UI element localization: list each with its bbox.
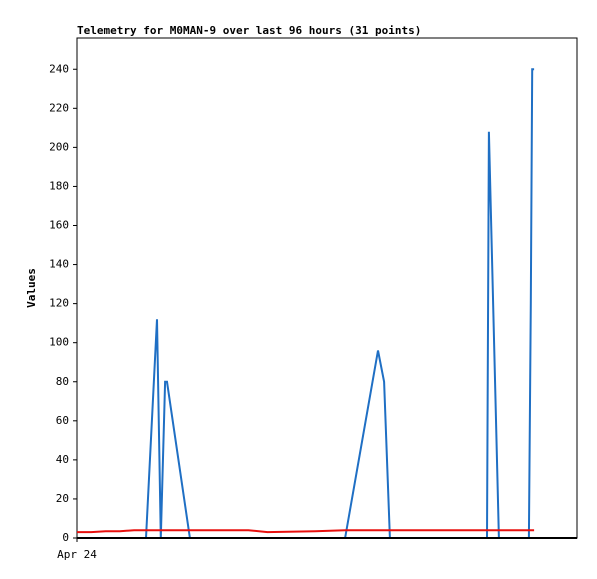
y-tick-label: 60 (56, 414, 69, 427)
y-tick-label: 40 (56, 453, 69, 466)
y-tick-label: 0 (62, 531, 69, 544)
y-tick-label: 120 (49, 297, 69, 310)
y-tick-label: 100 (49, 336, 69, 349)
y-tick-label: 240 (49, 62, 69, 75)
y-tick-label: 160 (49, 219, 69, 232)
y-tick-label: 80 (56, 375, 69, 388)
y-tick-label: 140 (49, 258, 69, 271)
x-tick-label: Apr 24 (57, 548, 97, 561)
y-tick-label: 220 (49, 101, 69, 114)
series-line (77, 68, 535, 539)
chart-title: Telemetry for M0MAN-9 over last 96 hours… (77, 24, 421, 37)
y-axis-label: Values (25, 268, 38, 308)
y-tick-label: 180 (49, 179, 69, 192)
y-tick-label: 20 (56, 492, 69, 505)
series-line (77, 529, 535, 534)
y-tick-label: 200 (49, 140, 69, 153)
plot-frame (76, 37, 578, 539)
